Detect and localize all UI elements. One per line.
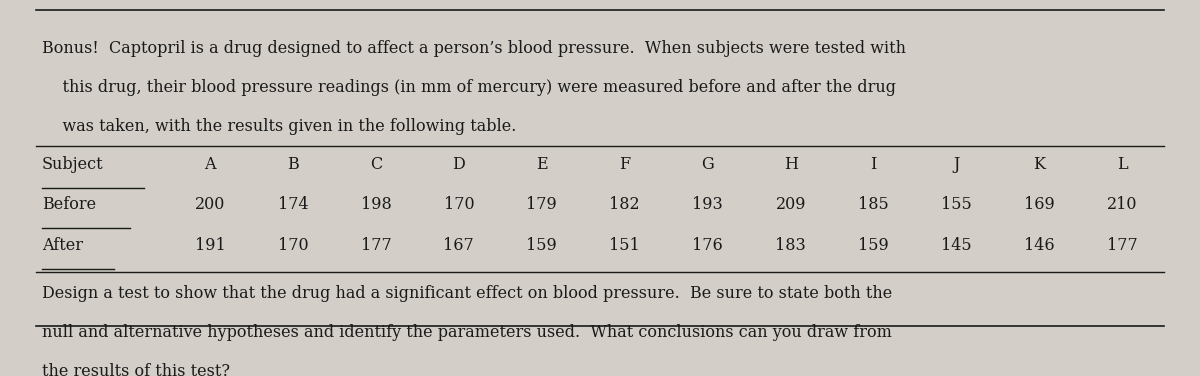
- Text: J: J: [954, 156, 960, 173]
- Text: was taken, with the results given in the following table.: was taken, with the results given in the…: [42, 118, 516, 135]
- Text: A: A: [204, 156, 216, 173]
- Text: this drug, their blood pressure readings (in mm of mercury) were measured before: this drug, their blood pressure readings…: [42, 79, 896, 96]
- Text: Design a test to show that the drug had a significant effect on blood pressure. : Design a test to show that the drug had …: [42, 285, 893, 302]
- Text: Before: Before: [42, 197, 96, 214]
- Text: 155: 155: [941, 197, 972, 214]
- Text: 159: 159: [858, 237, 889, 254]
- Text: 176: 176: [692, 237, 724, 254]
- Text: 185: 185: [858, 197, 889, 214]
- Text: H: H: [784, 156, 798, 173]
- Text: null and alternative hypotheses and identify the parameters used.  What conclusi: null and alternative hypotheses and iden…: [42, 324, 892, 341]
- Text: C: C: [370, 156, 382, 173]
- Text: G: G: [701, 156, 714, 173]
- Text: After: After: [42, 237, 83, 254]
- Text: B: B: [287, 156, 299, 173]
- Text: 170: 170: [277, 237, 308, 254]
- Text: Subject: Subject: [42, 156, 103, 173]
- Text: the results of this test?: the results of this test?: [42, 363, 230, 376]
- Text: I: I: [870, 156, 877, 173]
- Text: 198: 198: [360, 197, 391, 214]
- Text: D: D: [452, 156, 466, 173]
- Text: 167: 167: [444, 237, 474, 254]
- Text: 182: 182: [610, 197, 640, 214]
- Text: 170: 170: [444, 197, 474, 214]
- Text: 210: 210: [1108, 197, 1138, 214]
- Text: 151: 151: [610, 237, 640, 254]
- Text: E: E: [536, 156, 547, 173]
- Text: 174: 174: [277, 197, 308, 214]
- Text: 169: 169: [1024, 197, 1055, 214]
- Text: 146: 146: [1025, 237, 1055, 254]
- Text: 177: 177: [360, 237, 391, 254]
- Text: L: L: [1117, 156, 1128, 173]
- Text: K: K: [1033, 156, 1045, 173]
- Text: Bonus!  Captopril is a drug designed to affect a person’s blood pressure.  When : Bonus! Captopril is a drug designed to a…: [42, 40, 906, 57]
- Text: 200: 200: [194, 197, 226, 214]
- Text: 159: 159: [527, 237, 557, 254]
- Text: 145: 145: [941, 237, 972, 254]
- Text: 191: 191: [194, 237, 226, 254]
- Text: 179: 179: [527, 197, 557, 214]
- Text: 177: 177: [1108, 237, 1138, 254]
- Text: F: F: [619, 156, 630, 173]
- Text: 193: 193: [692, 197, 724, 214]
- Text: 209: 209: [775, 197, 806, 214]
- Text: 183: 183: [775, 237, 806, 254]
